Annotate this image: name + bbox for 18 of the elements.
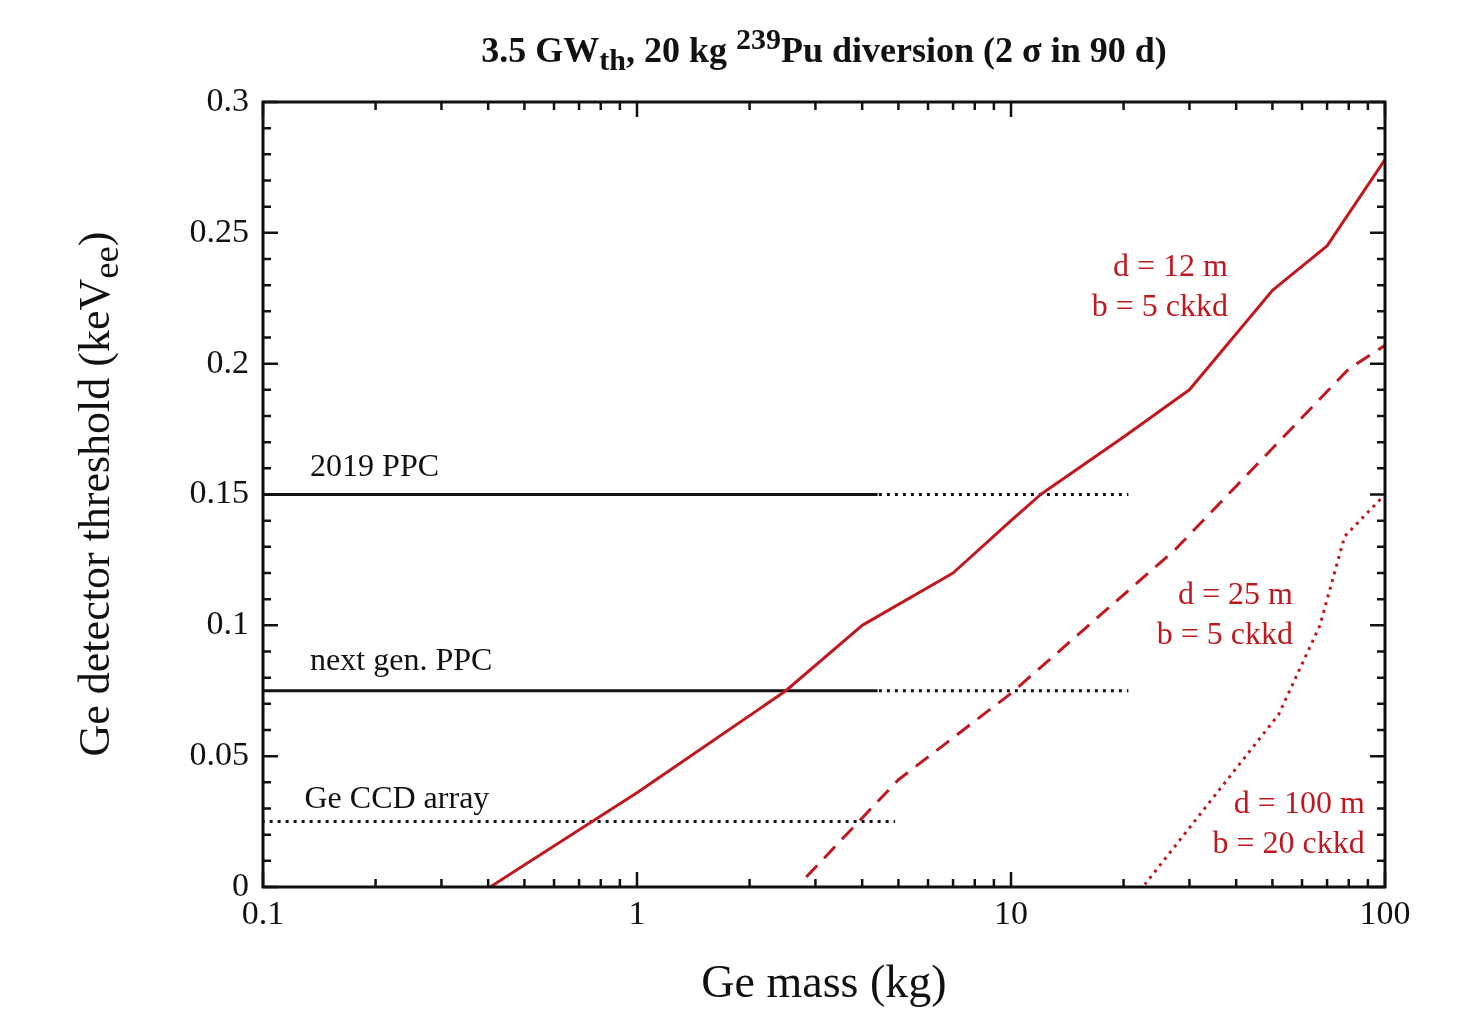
series-label: d = 25 m b = 5 ckkd [1156,574,1294,651]
x-tick-label: 1 [628,894,646,932]
y-tick-label: 0 [232,865,249,903]
y-tick-label: 0.1 [206,604,249,642]
x-axis-title: Ge mass (kg) [701,956,947,1008]
series-label: d = 12 m b = 5 ckkd [1091,246,1229,323]
x-tick-label: 100 [1359,894,1411,932]
y-tick-label: 0.25 [189,211,249,249]
x-tick-label: 10 [994,894,1028,932]
annotation: 2019 PPC [310,447,440,484]
series-label: d = 100 m b = 20 ckkd [1212,784,1365,861]
y-tick-label: 0.05 [189,735,249,773]
annotation: next gen. PPC [310,641,493,678]
y-tick-label: 0.3 [206,80,249,118]
chart-title: 3.5 GW$_{th}$, 20 kg $^{239}$Pu diversion (2 σ in 90 d) [480,22,1168,78]
y-tick-label: 0.2 [206,342,249,380]
y-tick-label: 0.15 [189,473,249,511]
annotation: Ge CCD array [304,779,490,816]
